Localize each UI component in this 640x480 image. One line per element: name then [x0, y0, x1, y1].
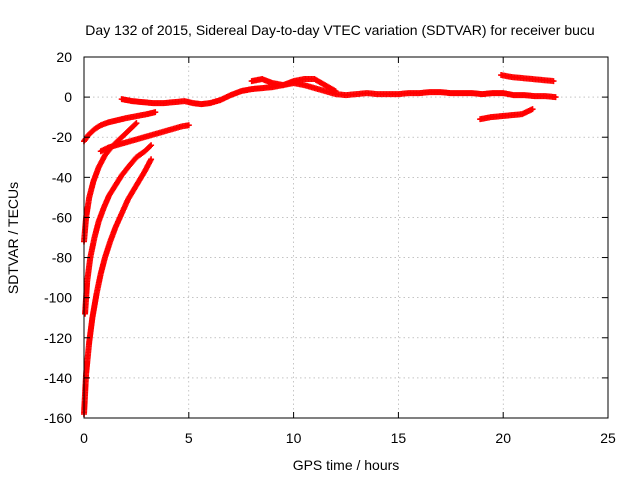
series-arc-f [118, 80, 559, 108]
series-arc-g [248, 76, 339, 95]
x-tick-label: 10 [286, 430, 302, 446]
y-tick-label: -120 [44, 330, 72, 346]
axis-ticks: 0 5 10 15 20 25 20 0 -20 -40 -60 -80 -100 -120 -140 -16… [44, 49, 616, 446]
series-arc-d [97, 122, 192, 155]
x-tick-label: 15 [391, 430, 407, 446]
data-marker [147, 143, 154, 150]
data-marker [148, 142, 155, 149]
y-tick-label: 20 [56, 49, 72, 65]
y-tick-label: -100 [44, 290, 72, 306]
data-marker [529, 106, 536, 113]
x-tick-label: 5 [185, 430, 193, 446]
data-marker [133, 120, 140, 127]
data-marker [185, 122, 192, 129]
y-axis-label: SDTVAR / TECUs [5, 182, 21, 294]
y-tick-label: -40 [52, 169, 72, 185]
y-tick-label: -80 [52, 250, 72, 266]
series-arc-c [82, 142, 155, 317]
x-tick-label: 0 [80, 430, 88, 446]
data-points [81, 72, 559, 417]
y-tick-label: -140 [44, 370, 72, 386]
data-marker [550, 78, 557, 85]
y-tick-label: -20 [52, 129, 72, 145]
y-tick-label: 0 [64, 89, 72, 105]
chart-title: Day 132 of 2015, Sidereal Day-to-day VTE… [85, 22, 594, 38]
series-arc-e [81, 156, 155, 417]
data-marker [132, 121, 139, 128]
data-marker [332, 88, 339, 95]
plot-frame [83, 56, 609, 419]
data-marker [552, 94, 559, 101]
x-tick-label: 25 [600, 430, 616, 446]
series-arc-a [81, 109, 159, 145]
series-arc-h [477, 106, 536, 123]
y-tick-label: -60 [52, 209, 72, 225]
data-marker [152, 109, 159, 116]
series-arc-i [498, 72, 557, 85]
data-marker [148, 156, 155, 163]
x-tick-label: 20 [495, 430, 511, 446]
y-tick-label: -160 [44, 410, 72, 426]
gridlines [84, 57, 608, 418]
x-axis-label: GPS time / hours [293, 457, 400, 473]
